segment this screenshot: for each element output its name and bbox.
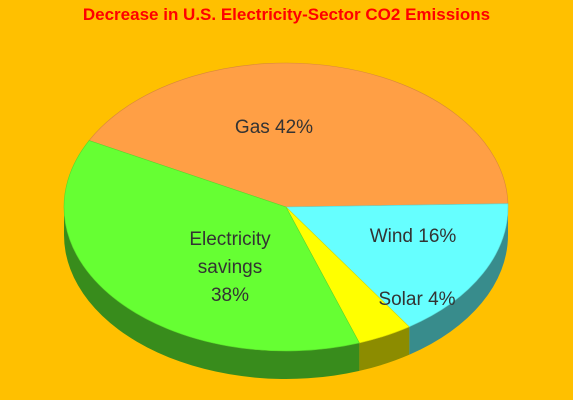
pie-side-walls [64, 207, 508, 380]
slice-gas [88, 62, 509, 208]
pie-slices [63, 62, 509, 352]
side-wind [409, 207, 508, 355]
chart-title: Decrease in U.S. Electricity-Sector CO2 … [82, 5, 491, 24]
label-solar: Solar 4% [378, 289, 455, 310]
slice-wind [285, 203, 509, 328]
side-solar [359, 326, 410, 371]
label-electricity-savings: Electricity savings 38% [189, 229, 271, 306]
side-electricity-savings [64, 207, 360, 380]
slice-labels: Gas 42% Wind 16% Solar 4% Electricity saving… [189, 117, 456, 310]
label-gas: Gas 42% [235, 117, 313, 138]
label-wind: Wind 16% [370, 226, 457, 247]
slice-electricity-savings [63, 140, 360, 352]
